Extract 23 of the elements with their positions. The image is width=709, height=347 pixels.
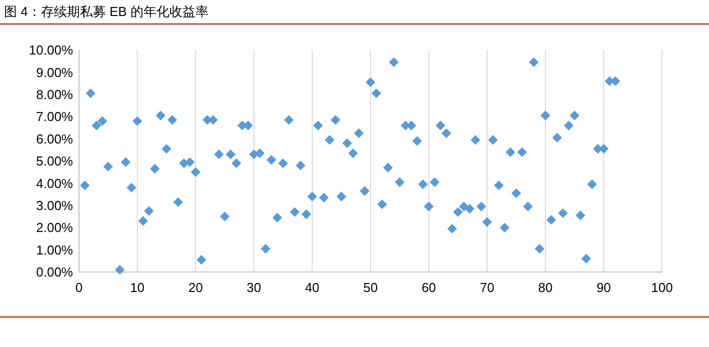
- x-tick-label: 50: [363, 280, 378, 295]
- chart-title: 图 4：存续期私募 EB 的年化收益率: [4, 4, 208, 19]
- x-tick-label: 70: [480, 280, 494, 295]
- y-tick-label: 6.00%: [36, 131, 74, 146]
- x-tick-label: 10: [130, 280, 145, 295]
- y-tick-label: 8.00%: [36, 86, 74, 102]
- y-tick-label: 4.00%: [36, 176, 74, 191]
- x-tick-label: 40: [304, 280, 320, 295]
- x-tick-label: 100: [651, 280, 673, 295]
- x-tick-label: 90: [596, 280, 611, 295]
- x-tick-label: 60: [422, 280, 436, 295]
- y-tick-label: 2.00%: [36, 220, 74, 236]
- y-tick-label: 10.00%: [28, 42, 74, 58]
- y-tick-label: 1.00%: [36, 242, 74, 258]
- y-tick-label: 3.00%: [36, 198, 74, 213]
- x-tick-label: 80: [538, 280, 553, 295]
- x-tick-label: 20: [188, 280, 203, 295]
- y-tick-label: 5.00%: [36, 154, 74, 169]
- x-tick-label: 30: [246, 280, 262, 295]
- y-tick-label: 7.00%: [36, 109, 74, 124]
- y-tick-label: 0.00%: [36, 264, 74, 280]
- x-tick-label: 0: [75, 280, 83, 295]
- y-tick-label: 9.00%: [36, 64, 74, 80]
